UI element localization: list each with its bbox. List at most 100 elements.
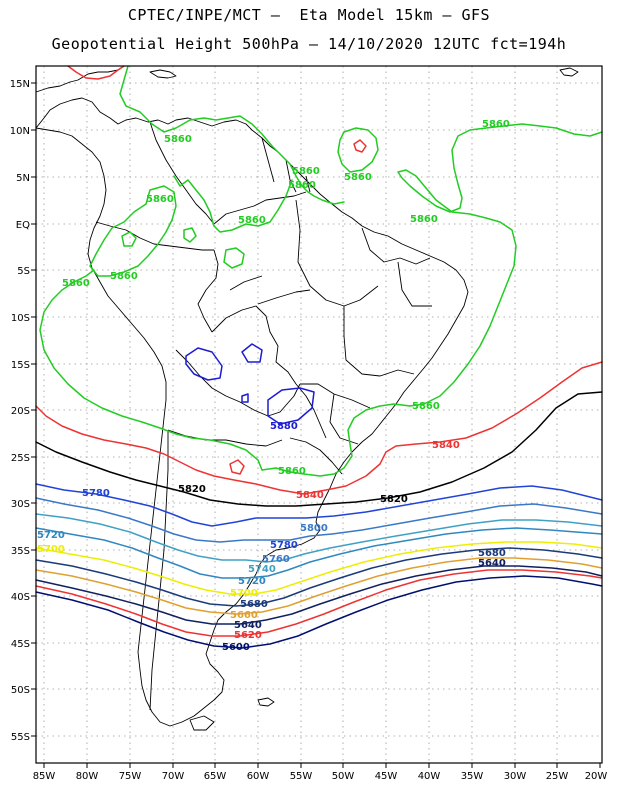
lat-label-45S: 45S <box>11 639 30 650</box>
lat-label-40S: 40S <box>11 592 30 603</box>
lat-label-5N: 5N <box>16 173 30 184</box>
contour-5860-west <box>89 185 177 277</box>
lon-label-40W: 40W <box>418 771 441 782</box>
contour-5600 <box>35 575 603 649</box>
border-paraguay-brazil <box>295 383 327 439</box>
label-5860-i: 5860 <box>482 119 510 130</box>
label-5860-a: 5860 <box>164 134 192 145</box>
label-5860-d: 5860 <box>146 194 174 205</box>
title-line-2: Geopotential Height 500hPa – 14/10/2020 … <box>51 35 567 53</box>
label-5820-a: 5820 <box>178 484 206 495</box>
contour-5860-north <box>119 65 345 205</box>
height-contours <box>35 65 603 649</box>
lon-label-50W: 50W <box>332 771 355 782</box>
lat-label-15N: 15N <box>10 79 30 90</box>
contour-5860-atlantic-island <box>337 127 379 173</box>
lat-label-30S: 30S <box>11 499 30 510</box>
lon-label-60W: 60W <box>247 771 270 782</box>
map-frame <box>35 65 603 764</box>
contour-5880-blob-3 <box>267 387 315 425</box>
label-5680-a: 5680 <box>240 599 268 610</box>
label-5600: 5600 <box>222 642 250 653</box>
border-colombia-ecuador-peru <box>95 221 214 251</box>
tick-marks <box>31 82 601 768</box>
lon-label-75W: 75W <box>119 771 142 782</box>
lat-label-5S: 5S <box>17 266 30 277</box>
lat-label-55S: 55S <box>11 732 30 743</box>
contour-5860-blob-2 <box>121 231 137 247</box>
label-5760: 5760 <box>262 554 290 565</box>
coastline-south-america <box>35 97 469 727</box>
label-5860-g: 5860 <box>62 278 90 289</box>
label-5620: 5620 <box>234 630 262 641</box>
contour-5840-south <box>35 361 603 495</box>
label-5780-b: 5780 <box>270 540 298 551</box>
lat-label-50S: 50S <box>11 685 30 696</box>
border-bolivia-paraguay-argentina <box>175 349 301 417</box>
border-argentina-uruguay-brazil <box>289 437 343 475</box>
lon-label-20W: 20W <box>585 771 608 782</box>
border-chile-argentina <box>149 430 169 711</box>
lon-label-70W: 70W <box>162 771 185 782</box>
label-5860-c: 5860 <box>288 180 316 191</box>
lon-label-35W: 35W <box>461 771 484 782</box>
contour-5880-blob-1 <box>185 347 223 381</box>
label-5860-h: 5860 <box>344 172 372 183</box>
contour-labels: 5860 5860 5860 5860 5860 5860 5860 5860 … <box>37 119 510 653</box>
contour-5780 <box>35 483 603 527</box>
contour-5620 <box>35 569 603 637</box>
label-5860-j: 5860 <box>410 214 438 225</box>
label-5860-b: 5860 <box>292 166 320 177</box>
contour-5660 <box>35 557 603 615</box>
contour-5840-north <box>67 65 125 80</box>
border-brazil-states-5 <box>229 275 311 305</box>
contour-5640 <box>35 565 603 625</box>
label-5860-l: 5860 <box>278 466 306 477</box>
lat-label-EQ: EQ <box>16 220 30 231</box>
lat-label-10S: 10S <box>11 313 30 324</box>
border-brazil-bolivia <box>211 305 297 385</box>
border-brazil-states-2 <box>343 306 415 377</box>
label-5840-a: 5840 <box>432 440 460 451</box>
lat-label-25S: 25S <box>11 453 30 464</box>
island-caribbean-1 <box>149 69 177 79</box>
label-5700-a: 5700 <box>37 544 65 555</box>
label-5860-e: 5860 <box>238 215 266 226</box>
border-brazil-states-1 <box>295 199 379 307</box>
contour-5680 <box>35 547 603 607</box>
contour-5860-blob-3 <box>183 227 197 243</box>
label-5820-b: 5820 <box>380 494 408 505</box>
contour-5720 <box>35 527 603 579</box>
label-5720-b: 5720 <box>238 576 266 587</box>
contour-5860-amazon <box>173 175 293 233</box>
title-line-1: CPTEC/INPE/MCT – Eta Model 15km – GFS <box>127 6 491 24</box>
contour-5880-blob-2 <box>241 343 263 363</box>
border-peru-brazil <box>197 249 219 333</box>
label-5640-a: 5640 <box>234 620 262 631</box>
lon-label-65W: 65W <box>204 771 227 782</box>
contour-5700 <box>35 541 603 595</box>
lat-label-15S: 15S <box>11 360 30 371</box>
contour-5820 <box>35 391 603 507</box>
label-5720-a: 5720 <box>37 530 65 541</box>
label-5660: 5660 <box>230 610 258 621</box>
border-brazil-states-3 <box>361 227 432 307</box>
lat-label-20S: 20S <box>11 406 30 417</box>
label-5740: 5740 <box>248 564 276 575</box>
lon-label-85W: 85W <box>33 771 56 782</box>
coastline-central-america <box>35 65 125 93</box>
label-5700-b: 5700 <box>230 588 258 599</box>
contour-5740 <box>35 513 603 563</box>
lon-label-55W: 55W <box>290 771 313 782</box>
contour-5860-subtropical <box>39 269 263 471</box>
label-5800: 5800 <box>300 523 328 534</box>
contour-5860-blob-1 <box>223 247 245 269</box>
label-5680-b: 5680 <box>478 548 506 559</box>
contour-5840-blob <box>229 459 245 475</box>
label-5640-b: 5640 <box>478 558 506 569</box>
graticule <box>36 66 602 763</box>
lon-label-25W: 25W <box>546 771 569 782</box>
lon-label-30W: 30W <box>504 771 527 782</box>
